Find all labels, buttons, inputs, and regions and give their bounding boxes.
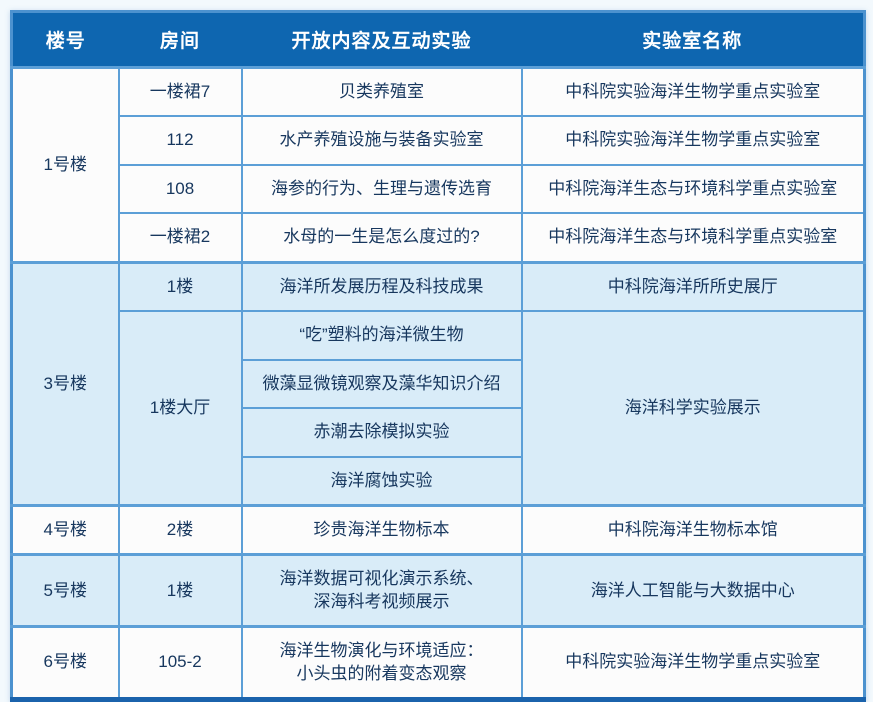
header-row: 楼号 房间 开放内容及互动实验 实验室名称 xyxy=(11,11,865,68)
room-cell: 一楼裙7 xyxy=(117,66,243,118)
table-row: 一楼裙2 水母的一生是怎么度过的? 中科院海洋生态与环境科学重点实验室 xyxy=(12,212,866,264)
content-cell: 微藻显微镜观察及藻华知识介绍 xyxy=(240,358,523,410)
building-cell: 6号楼 xyxy=(10,625,120,701)
content-cell: 海洋腐蚀实验 xyxy=(240,455,523,507)
room-cell: 2楼 xyxy=(117,503,243,556)
content-cell: 海参的行为、生理与遗传选育 xyxy=(240,163,523,215)
table-row: 112 水产养殖设施与装备实验室 中科院实验海洋生物学重点实验室 xyxy=(12,115,866,166)
content-cell: 海洋所发展历程及科技成果 xyxy=(240,260,523,313)
header-building: 楼号 xyxy=(11,11,119,68)
open-day-table: 楼号 房间 开放内容及互动实验 实验室名称 1号楼 一楼裙7 贝类养殖室 中科院… xyxy=(10,10,866,702)
content-cell: “吃”塑料的海洋微生物 xyxy=(240,310,523,361)
room-cell: 1楼 xyxy=(117,260,243,313)
lab-cell: 海洋人工智能与大数据中心 xyxy=(520,553,866,628)
room-cell: 112 xyxy=(117,115,243,166)
content-cell: 水母的一生是怎么度过的? xyxy=(240,212,523,264)
table-row: 1号楼 一楼裙7 贝类养殖室 中科院实验海洋生物学重点实验室 xyxy=(10,66,866,264)
lab-cell: 中科院实验海洋生物学重点实验室 xyxy=(520,625,866,701)
content-cell: 赤潮去除模拟实验 xyxy=(240,407,523,458)
content-cell: 珍贵海洋生物标本 xyxy=(240,503,523,556)
header-room: 房间 xyxy=(118,11,242,68)
header-content: 开放内容及互动实验 xyxy=(241,11,522,68)
lab-cell: 中科院海洋生态与环境科学重点实验室 xyxy=(520,212,866,264)
table-row: 3号楼 1楼 海洋所发展历程及科技成果 中科院海洋所所史展厅 xyxy=(10,260,866,507)
table-row: 赤潮去除模拟实验 xyxy=(12,407,865,458)
building-cell: 3号楼 xyxy=(10,260,120,507)
lab-cell: 中科院实验海洋生物学重点实验室 xyxy=(520,66,866,118)
building-cell: 1号楼 xyxy=(10,66,120,264)
lab-cell: 中科院实验海洋生物学重点实验室 xyxy=(520,115,866,166)
table-row: 4号楼 2楼 珍贵海洋生物标本 中科院海洋生物标本馆 xyxy=(10,503,866,556)
table-row: 微藻显微镜观察及藻华知识介绍 xyxy=(12,358,865,410)
lab-cell: 海洋科学实验展示 xyxy=(520,310,866,507)
room-cell: 105-2 xyxy=(117,625,243,701)
room-cell: 1楼大厅 xyxy=(117,310,243,507)
building-cell: 5号楼 xyxy=(10,553,120,628)
room-cell: 1楼 xyxy=(117,553,243,628)
content-cell: 海洋生物演化与环境适应： 小头虫的附着变态观察 xyxy=(240,625,523,701)
header-lab: 实验室名称 xyxy=(521,11,865,68)
table-row: 1楼大厅 “吃”塑料的海洋微生物 海洋科学实验展示 xyxy=(12,310,866,507)
lab-cell: 中科院海洋所所史展厅 xyxy=(520,260,866,313)
table-row: 6号楼 105-2 海洋生物演化与环境适应： 小头虫的附着变态观察 中科院实验海… xyxy=(10,625,866,701)
content-cell: 贝类养殖室 xyxy=(240,66,523,118)
table-row: 海洋腐蚀实验 xyxy=(12,455,865,507)
table-row: 5号楼 1楼 海洋数据可视化演示系统、 深海科考视频展示 海洋人工智能与大数据中… xyxy=(10,553,866,628)
lab-cell: 中科院海洋生物标本馆 xyxy=(520,503,866,556)
content-cell: 海洋数据可视化演示系统、 深海科考视频展示 xyxy=(240,553,523,628)
room-cell: 一楼裙2 xyxy=(117,212,243,264)
content-cell: 水产养殖设施与装备实验室 xyxy=(240,115,523,166)
lab-cell: 中科院海洋生态与环境科学重点实验室 xyxy=(520,163,866,215)
table-row: 108 海参的行为、生理与遗传选育 中科院海洋生态与环境科学重点实验室 xyxy=(12,163,866,215)
building-cell: 4号楼 xyxy=(10,503,120,556)
room-cell: 108 xyxy=(117,163,243,215)
